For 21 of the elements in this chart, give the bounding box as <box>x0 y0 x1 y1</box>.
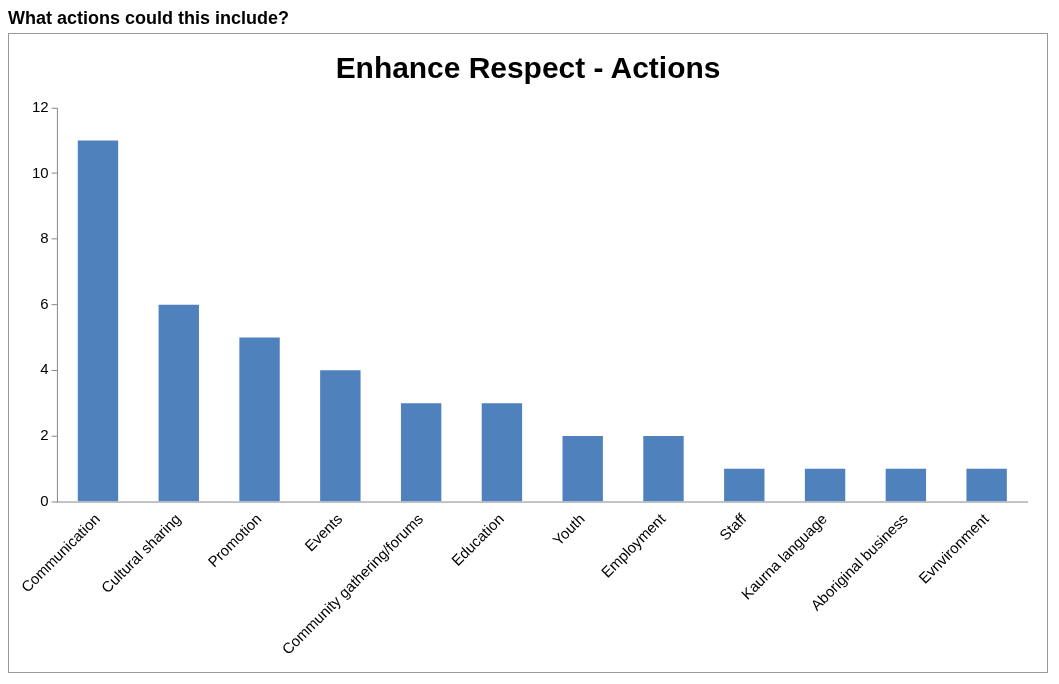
y-tick-label: 10 <box>31 163 49 181</box>
y-tick-label: 8 <box>40 229 49 247</box>
y-tick-label: 2 <box>40 426 49 444</box>
bar <box>320 370 361 502</box>
bar <box>885 468 927 502</box>
y-tick-label: 6 <box>40 294 49 312</box>
bar <box>400 403 442 502</box>
y-tick-label: 4 <box>40 360 49 378</box>
bar <box>643 435 684 502</box>
y-tick-label: 0 <box>40 491 49 509</box>
bar <box>158 304 199 502</box>
bar <box>966 468 1007 502</box>
bar <box>724 468 765 502</box>
text: What actions could this include? <box>8 8 290 29</box>
bar <box>481 403 523 502</box>
bar <box>77 140 119 502</box>
y-tick-label: 12 <box>31 97 49 115</box>
bar <box>239 337 280 502</box>
bar <box>804 468 846 502</box>
chart-title: Enhance Respect - Actions <box>335 51 721 85</box>
bar <box>562 435 603 502</box>
